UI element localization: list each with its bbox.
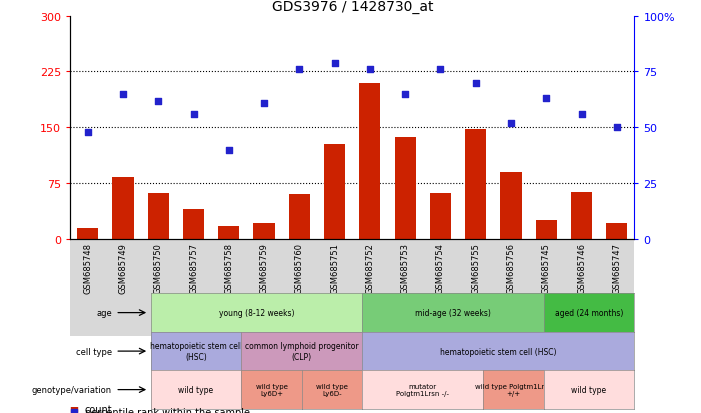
- Point: [82, 129, 93, 136]
- Point: [400, 91, 411, 98]
- Point: [435, 67, 446, 74]
- Bar: [289, 195, 310, 240]
- Point: [117, 91, 128, 98]
- Text: cell type: cell type: [76, 347, 112, 356]
- Point: [576, 112, 587, 118]
- Bar: [218, 226, 239, 240]
- Bar: [536, 221, 557, 240]
- Bar: [148, 193, 169, 240]
- Text: genotype/variation: genotype/variation: [32, 385, 112, 394]
- Point: [540, 96, 552, 102]
- Point: [470, 80, 482, 87]
- Text: wild type
Ly6D-: wild type Ly6D-: [316, 383, 348, 396]
- Text: wild type Polgtm1Lrsn
+/+: wild type Polgtm1Lrsn +/+: [475, 383, 552, 396]
- Text: wild type: wild type: [179, 385, 214, 394]
- Bar: [360, 83, 381, 240]
- Point: [259, 100, 270, 107]
- Bar: [324, 145, 345, 240]
- Point: [223, 147, 234, 154]
- Bar: [112, 178, 134, 240]
- Text: percentile rank within the sample: percentile rank within the sample: [85, 407, 250, 413]
- Bar: [183, 210, 204, 240]
- Title: GDS3976 / 1428730_at: GDS3976 / 1428730_at: [271, 0, 433, 14]
- Text: count: count: [85, 404, 112, 413]
- Text: wild type: wild type: [571, 385, 606, 394]
- Text: common lymphoid progenitor
(CLP): common lymphoid progenitor (CLP): [245, 342, 359, 361]
- Bar: [254, 223, 275, 240]
- Bar: [77, 228, 98, 240]
- Point: [505, 120, 517, 127]
- Text: hematopoietic stem cell (HSC): hematopoietic stem cell (HSC): [440, 347, 557, 356]
- Text: age: age: [96, 309, 112, 317]
- Point: [611, 125, 622, 131]
- Bar: [606, 223, 627, 240]
- Bar: [395, 138, 416, 240]
- Bar: [571, 193, 592, 240]
- Point: [153, 98, 164, 104]
- Point: [294, 67, 305, 74]
- Bar: [465, 130, 486, 240]
- Text: aged (24 months): aged (24 months): [555, 309, 623, 317]
- Text: mutator
Polgtm1Lrsn -/-: mutator Polgtm1Lrsn -/-: [396, 383, 449, 396]
- Text: hematopoietic stem cell
(HSC): hematopoietic stem cell (HSC): [150, 342, 243, 361]
- Text: wild type
Ly6D+: wild type Ly6D+: [256, 383, 287, 396]
- Bar: [501, 173, 522, 240]
- Text: young (8-12 weeks): young (8-12 weeks): [219, 309, 294, 317]
- Point: [329, 60, 340, 66]
- Text: mid-age (32 weeks): mid-age (32 weeks): [415, 309, 491, 317]
- Point: [188, 112, 199, 118]
- Bar: [430, 193, 451, 240]
- Point: [365, 67, 376, 74]
